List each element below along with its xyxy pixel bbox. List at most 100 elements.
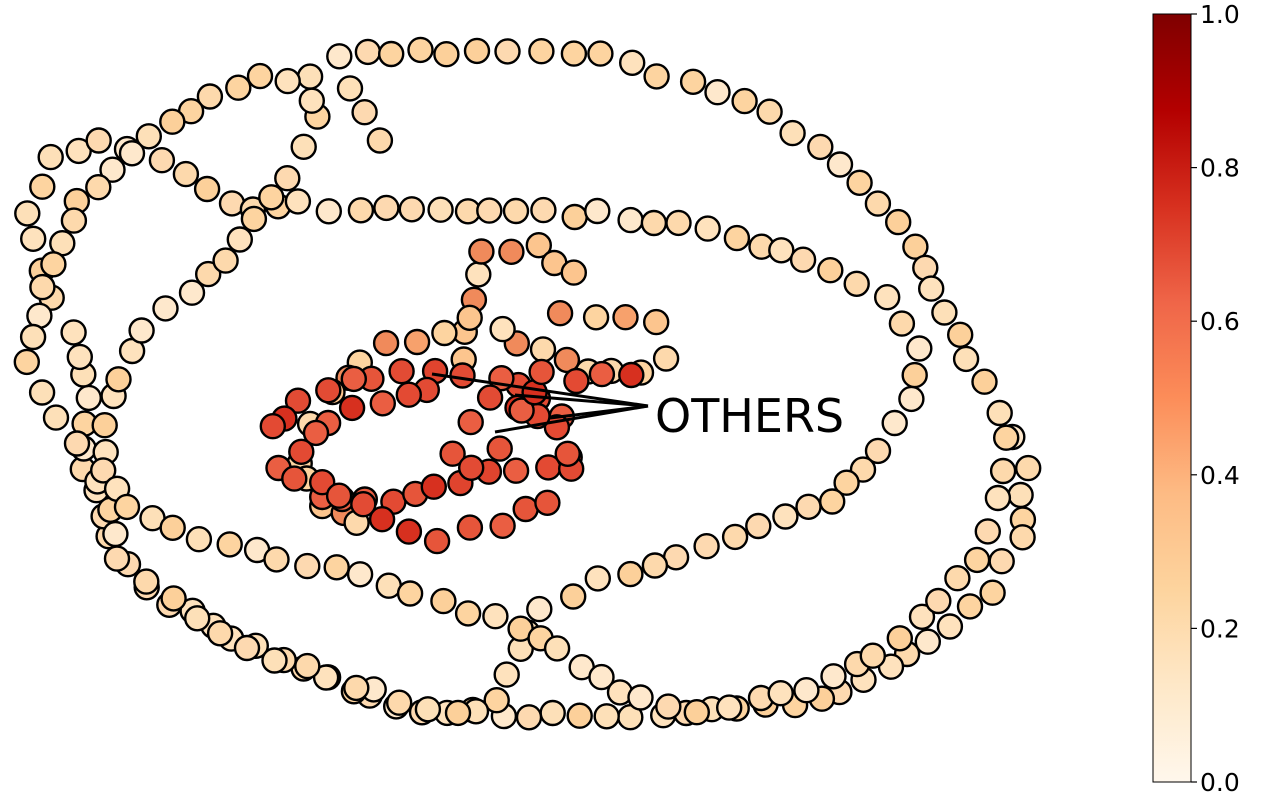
graph-node — [560, 583, 587, 610]
graph-node — [294, 552, 321, 580]
graph-node — [833, 469, 860, 496]
graph-node — [29, 273, 56, 301]
graph-node — [193, 175, 221, 203]
graph-node — [135, 123, 163, 150]
graph-node — [159, 108, 186, 135]
graph-node-high — [309, 469, 336, 496]
colorbar-ticks: 0.0 0.2 0.4 0.6 0.8 1.0 — [1191, 0, 1240, 797]
graph-node — [263, 546, 290, 573]
graph-node — [587, 40, 614, 67]
graph-node — [372, 329, 400, 357]
graph-node — [482, 603, 509, 630]
graph-node-high — [423, 527, 451, 555]
graph-node — [183, 605, 211, 632]
graph-node — [864, 437, 892, 465]
graph-node — [947, 321, 974, 348]
graph-node — [779, 119, 806, 147]
graph-node — [820, 663, 847, 690]
graph-node-high — [369, 390, 396, 417]
graph-node — [216, 531, 243, 558]
graph-node — [454, 600, 482, 627]
graph-node — [979, 579, 1006, 606]
graph-node — [261, 647, 288, 674]
graph-node — [679, 68, 707, 96]
graph-node — [312, 664, 340, 691]
graph-node-high — [528, 358, 555, 386]
graph-node — [864, 190, 892, 217]
graph-node — [386, 689, 413, 716]
graph-node — [89, 457, 117, 484]
graph-node-high — [259, 413, 286, 440]
graph-node — [619, 49, 646, 76]
graph-node — [986, 399, 1013, 427]
annotation-arrow — [549, 404, 649, 420]
graph-node — [196, 83, 224, 110]
graph-node — [793, 677, 820, 704]
graph-node — [817, 257, 844, 284]
graph-node — [468, 238, 495, 265]
graph-node — [795, 493, 822, 520]
colorbar: 0.0 0.2 0.4 0.6 0.8 1.0 — [1152, 0, 1240, 797]
graph-node — [133, 568, 160, 595]
graph-node — [566, 702, 593, 729]
graph-node — [296, 63, 324, 90]
graph-node-high — [534, 489, 561, 516]
graph-node-high — [315, 377, 342, 404]
graph-node-high — [368, 506, 396, 533]
graph-node — [560, 40, 588, 67]
graph-node — [886, 625, 913, 652]
graph-node — [99, 156, 126, 183]
graph-node — [528, 38, 555, 65]
graph-node — [258, 184, 285, 211]
graph-node-high — [476, 384, 504, 411]
graph-node-high — [325, 482, 353, 509]
graph-node-high — [458, 454, 485, 481]
graph-node-high — [388, 358, 415, 385]
graph-node-high — [439, 440, 466, 467]
graph-node — [640, 209, 668, 237]
graph-node — [233, 634, 261, 662]
graph-node — [37, 143, 64, 171]
graph-node — [323, 554, 350, 581]
graph-node-high — [302, 419, 330, 447]
graph-node — [483, 687, 510, 714]
graph-node — [212, 247, 239, 274]
graph-node — [298, 87, 325, 114]
graph-node — [906, 335, 933, 362]
graph-node — [768, 237, 795, 264]
graph-node — [105, 366, 132, 393]
graph-node — [984, 484, 1012, 512]
graph-node — [502, 197, 530, 225]
graph-node — [756, 98, 783, 125]
graph-node — [582, 304, 610, 331]
graph-node — [456, 304, 483, 331]
graph-node — [20, 225, 47, 253]
graph-node — [963, 546, 991, 574]
graph-node-high — [486, 435, 513, 462]
graph-node — [643, 63, 670, 90]
graph-node — [560, 259, 587, 286]
others-label: OTHERS — [655, 389, 844, 443]
graph-node-high — [281, 465, 308, 492]
graph-node — [178, 279, 206, 306]
graph-node — [843, 270, 870, 297]
graph-node — [772, 503, 799, 530]
graph-node — [403, 328, 431, 356]
graph-node — [290, 133, 317, 161]
graph-node — [128, 317, 155, 344]
graph-node — [366, 127, 394, 154]
graph-node — [944, 565, 971, 592]
graph-node — [294, 652, 321, 680]
annotation-arrow — [431, 372, 649, 408]
graph-node — [908, 603, 936, 630]
graph-node — [1014, 454, 1042, 482]
graph-node — [494, 38, 521, 65]
graph-node — [652, 345, 680, 372]
graph-node — [826, 151, 854, 178]
graph-node — [925, 587, 952, 615]
graph-node-high — [502, 457, 530, 484]
graph-node — [655, 693, 682, 720]
graph-node — [693, 533, 720, 560]
graph-node — [530, 196, 557, 224]
